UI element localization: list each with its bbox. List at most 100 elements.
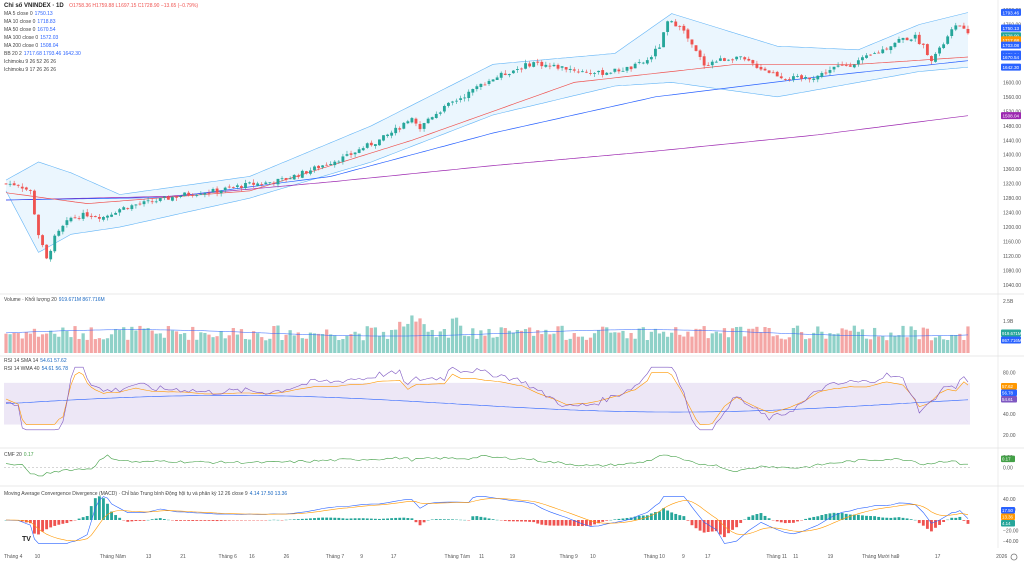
candle-body xyxy=(191,194,195,196)
candle-body xyxy=(276,178,280,185)
macd-histogram-bar xyxy=(313,518,316,520)
candle-body xyxy=(467,91,471,99)
price-axis-label: 1400.00 xyxy=(1003,153,1021,159)
volume-bar xyxy=(357,333,361,353)
bollinger-band-line xyxy=(5,12,969,195)
indicator-legend-row[interactable]: MA 50 close 0 1670.54 xyxy=(4,27,56,33)
macd-histogram-bar xyxy=(666,510,670,520)
indicator-legend-row[interactable]: Ichimoku 9 26 52 26 26 xyxy=(4,59,56,65)
candle-body xyxy=(102,217,105,220)
macd-histogram-bar xyxy=(491,519,495,520)
volume-bar xyxy=(49,330,53,353)
macd-histogram-bar xyxy=(593,520,596,525)
macd-histogram-bar xyxy=(483,517,487,520)
macd-histogram-bar xyxy=(897,517,901,520)
volume-bar xyxy=(483,335,487,353)
candle-body xyxy=(475,86,479,90)
macd-histogram-bar xyxy=(451,519,454,520)
macd-histogram-bar xyxy=(503,520,507,521)
macd-histogram-bar xyxy=(710,520,714,532)
volume-bar xyxy=(215,336,219,353)
candle-body xyxy=(410,118,414,123)
rsi-line xyxy=(5,366,969,431)
volume-bar xyxy=(300,338,304,353)
volume-bar xyxy=(588,337,593,353)
candle-body xyxy=(548,65,552,67)
rsi-tag xyxy=(1001,396,1017,403)
candle-body xyxy=(24,187,28,190)
macd-histogram-bar xyxy=(386,518,389,520)
volume-bar xyxy=(739,326,743,353)
macd-tag xyxy=(1001,507,1015,514)
volume-bar xyxy=(467,336,471,353)
volume-bar xyxy=(195,339,199,353)
candle-body xyxy=(917,34,921,45)
volume-bar xyxy=(852,325,856,353)
candle-body xyxy=(873,53,877,55)
volume-bar xyxy=(649,331,654,353)
candle-body xyxy=(958,25,962,27)
volume-bar xyxy=(532,335,536,353)
volume-bar xyxy=(568,338,572,353)
candle-body xyxy=(649,57,653,60)
candle-body xyxy=(763,68,767,71)
candle-body xyxy=(414,118,418,124)
candle-body xyxy=(499,72,503,78)
candle-body xyxy=(106,215,109,218)
volume-bar xyxy=(828,333,832,353)
candle-body xyxy=(633,63,637,69)
indicator-legend-row[interactable]: Ichimoku 9 17 26 26 26 xyxy=(4,67,56,73)
volume-bar xyxy=(28,333,33,353)
macd-histogram-bar xyxy=(714,520,718,532)
volume-bar xyxy=(251,331,256,353)
volume-bar xyxy=(316,333,321,353)
candle-body xyxy=(690,39,694,45)
candle-body xyxy=(264,182,268,184)
volume-bar xyxy=(592,333,597,353)
time-axis-label: 16 xyxy=(249,554,255,560)
macd-histogram-bar xyxy=(410,518,414,520)
indicator-legend-row[interactable]: MA 200 close 0 1508.04 xyxy=(4,43,59,49)
indicator-legend-row[interactable]: BB 20 2 1717.68 1793.46 1642.30 xyxy=(4,51,81,57)
candle-body xyxy=(256,183,260,186)
gear-icon[interactable] xyxy=(1010,553,1018,561)
candle-body xyxy=(463,97,467,99)
candle-body xyxy=(796,76,799,77)
volume-bar xyxy=(613,332,617,353)
volume-bar xyxy=(564,339,568,353)
volume-bar xyxy=(755,326,759,353)
candle-body xyxy=(942,44,946,49)
candle-body xyxy=(710,61,714,66)
macd-histogram-bar xyxy=(678,515,682,520)
macd-histogram-bar xyxy=(349,518,353,520)
volume-bar xyxy=(373,327,378,353)
candle-body xyxy=(771,72,775,74)
macd-histogram-bar xyxy=(796,520,799,522)
volume-bar xyxy=(832,334,836,353)
indicator-legend-row[interactable]: MA 10 close 0 1718.83 xyxy=(4,19,56,25)
volume-bar xyxy=(836,333,840,353)
candle-body xyxy=(714,61,718,63)
candle-body xyxy=(390,132,394,136)
price-axis-label: 1320.00 xyxy=(1003,182,1021,188)
candle-body xyxy=(203,193,207,195)
candle-body xyxy=(45,244,49,259)
candle-body xyxy=(158,198,162,201)
volume-bar xyxy=(61,327,65,353)
volume-bar xyxy=(710,333,714,353)
volume-bar xyxy=(166,326,171,353)
volume-bar xyxy=(690,336,694,353)
candle-body xyxy=(378,139,381,146)
rsi-axis-label: 20.00 xyxy=(1003,433,1016,439)
candle-body xyxy=(81,212,85,219)
indicator-legend-row[interactable]: MA 100 close 0 1572.03 xyxy=(4,35,59,41)
volume-bar xyxy=(312,333,317,353)
candle-body xyxy=(337,161,341,163)
indicator-legend-row[interactable]: MA 5 close 0 1750.13 xyxy=(4,11,53,17)
macd-histogram-bar xyxy=(580,520,584,527)
volume-bar xyxy=(856,331,861,353)
macd-axis-label: −40.00 xyxy=(1003,539,1019,545)
macd-histogram-bar xyxy=(215,520,219,522)
macd-histogram-bar xyxy=(219,520,223,521)
